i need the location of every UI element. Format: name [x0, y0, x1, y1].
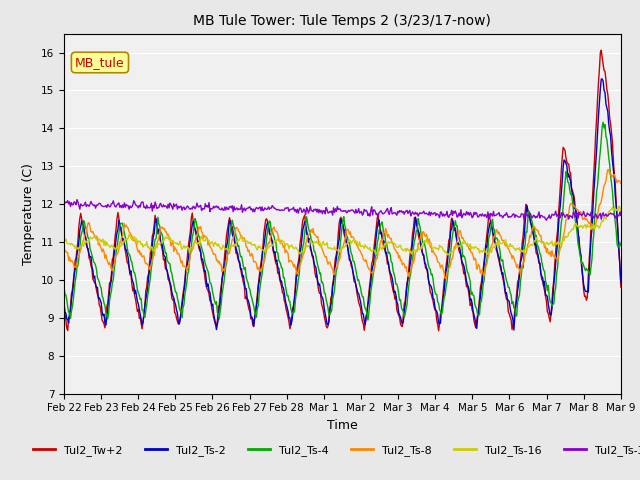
- Line: Tul2_Ts-16: Tul2_Ts-16: [64, 206, 621, 255]
- Tul2_Ts-16: [444, 252, 452, 258]
- Tul2_Ts-4: [204, 266, 211, 272]
- Tul2_Ts-2: [60, 300, 68, 306]
- Tul2_Ts-16: [480, 245, 488, 251]
- Tul2_Ts-2: [159, 243, 166, 249]
- Tul2_Ts-32: [480, 214, 488, 219]
- Tul2_Ts-8: [204, 235, 211, 241]
- Tul2_Ts-32: [159, 202, 167, 207]
- Tul2_Ts-8: [480, 273, 488, 279]
- Tul2_Tw+2: [159, 248, 166, 254]
- Tul2_Ts-16: [615, 203, 623, 209]
- Text: MB_tule: MB_tule: [75, 56, 125, 69]
- Tul2_Tw+2: [480, 258, 488, 264]
- Tul2_Ts-16: [159, 239, 166, 244]
- Tul2_Tw+2: [432, 308, 440, 314]
- Tul2_Tw+2: [204, 286, 211, 292]
- Line: Tul2_Tw+2: Tul2_Tw+2: [64, 50, 621, 331]
- Tul2_Tw+2: [312, 275, 320, 280]
- Line: Tul2_Ts-8: Tul2_Ts-8: [64, 170, 621, 279]
- Line: Tul2_Ts-4: Tul2_Ts-4: [64, 122, 621, 320]
- Y-axis label: Temperature (C): Temperature (C): [22, 163, 35, 264]
- Tul2_Ts-16: [432, 246, 440, 252]
- Tul2_Ts-8: [442, 276, 450, 282]
- Tul2_Tw+2: [60, 311, 68, 317]
- Tul2_Ts-8: [388, 240, 396, 246]
- Tul2_Ts-32: [60, 202, 68, 208]
- Tul2_Ts-32: [313, 209, 321, 215]
- Tul2_Ts-8: [60, 245, 68, 251]
- Tul2_Ts-16: [60, 239, 68, 245]
- Tul2_Ts-16: [204, 237, 211, 242]
- Tul2_Ts-16: [617, 209, 625, 215]
- Tul2_Ts-8: [604, 167, 612, 173]
- Tul2_Ts-32: [543, 217, 550, 223]
- Tul2_Ts-2: [312, 264, 320, 270]
- Tul2_Ts-4: [480, 277, 488, 283]
- Tul2_Ts-4: [312, 253, 320, 259]
- Tul2_Ts-8: [159, 224, 166, 230]
- Tul2_Ts-2: [204, 284, 211, 289]
- Line: Tul2_Ts-2: Tul2_Ts-2: [64, 79, 621, 330]
- Tul2_Ts-4: [433, 291, 440, 297]
- Tul2_Ts-8: [432, 253, 440, 259]
- Tul2_Ts-4: [60, 285, 68, 291]
- Tul2_Ts-4: [617, 243, 625, 249]
- Tul2_Ts-2: [510, 327, 518, 333]
- Tul2_Ts-16: [388, 240, 396, 245]
- Tul2_Ts-16: [312, 240, 320, 246]
- Tul2_Tw+2: [435, 328, 442, 334]
- Tul2_Ts-32: [617, 213, 625, 218]
- Tul2_Tw+2: [617, 284, 625, 290]
- Tul2_Ts-2: [617, 278, 625, 284]
- Legend: Tul2_Tw+2, Tul2_Ts-2, Tul2_Ts-4, Tul2_Ts-8, Tul2_Ts-16, Tul2_Ts-32: Tul2_Tw+2, Tul2_Ts-2, Tul2_Ts-4, Tul2_Ts…: [29, 440, 640, 460]
- Tul2_Ts-8: [617, 180, 625, 186]
- Tul2_Ts-4: [364, 317, 372, 323]
- Tul2_Ts-2: [388, 276, 396, 281]
- Tul2_Ts-4: [159, 233, 166, 239]
- Tul2_Ts-4: [389, 268, 397, 274]
- Tul2_Tw+2: [388, 283, 396, 288]
- Tul2_Tw+2: [597, 48, 605, 53]
- Tul2_Ts-2: [598, 76, 606, 82]
- Tul2_Ts-8: [312, 233, 320, 239]
- Tul2_Ts-2: [479, 269, 487, 275]
- Tul2_Ts-32: [204, 204, 212, 210]
- Tul2_Ts-2: [432, 307, 440, 313]
- Line: Tul2_Ts-32: Tul2_Ts-32: [64, 200, 621, 220]
- Tul2_Ts-32: [389, 211, 397, 216]
- Title: MB Tule Tower: Tule Temps 2 (3/23/17-now): MB Tule Tower: Tule Temps 2 (3/23/17-now…: [193, 14, 492, 28]
- Tul2_Ts-4: [599, 120, 607, 125]
- Tul2_Ts-32: [433, 211, 440, 216]
- Tul2_Ts-32: [73, 197, 81, 203]
- X-axis label: Time: Time: [327, 419, 358, 432]
